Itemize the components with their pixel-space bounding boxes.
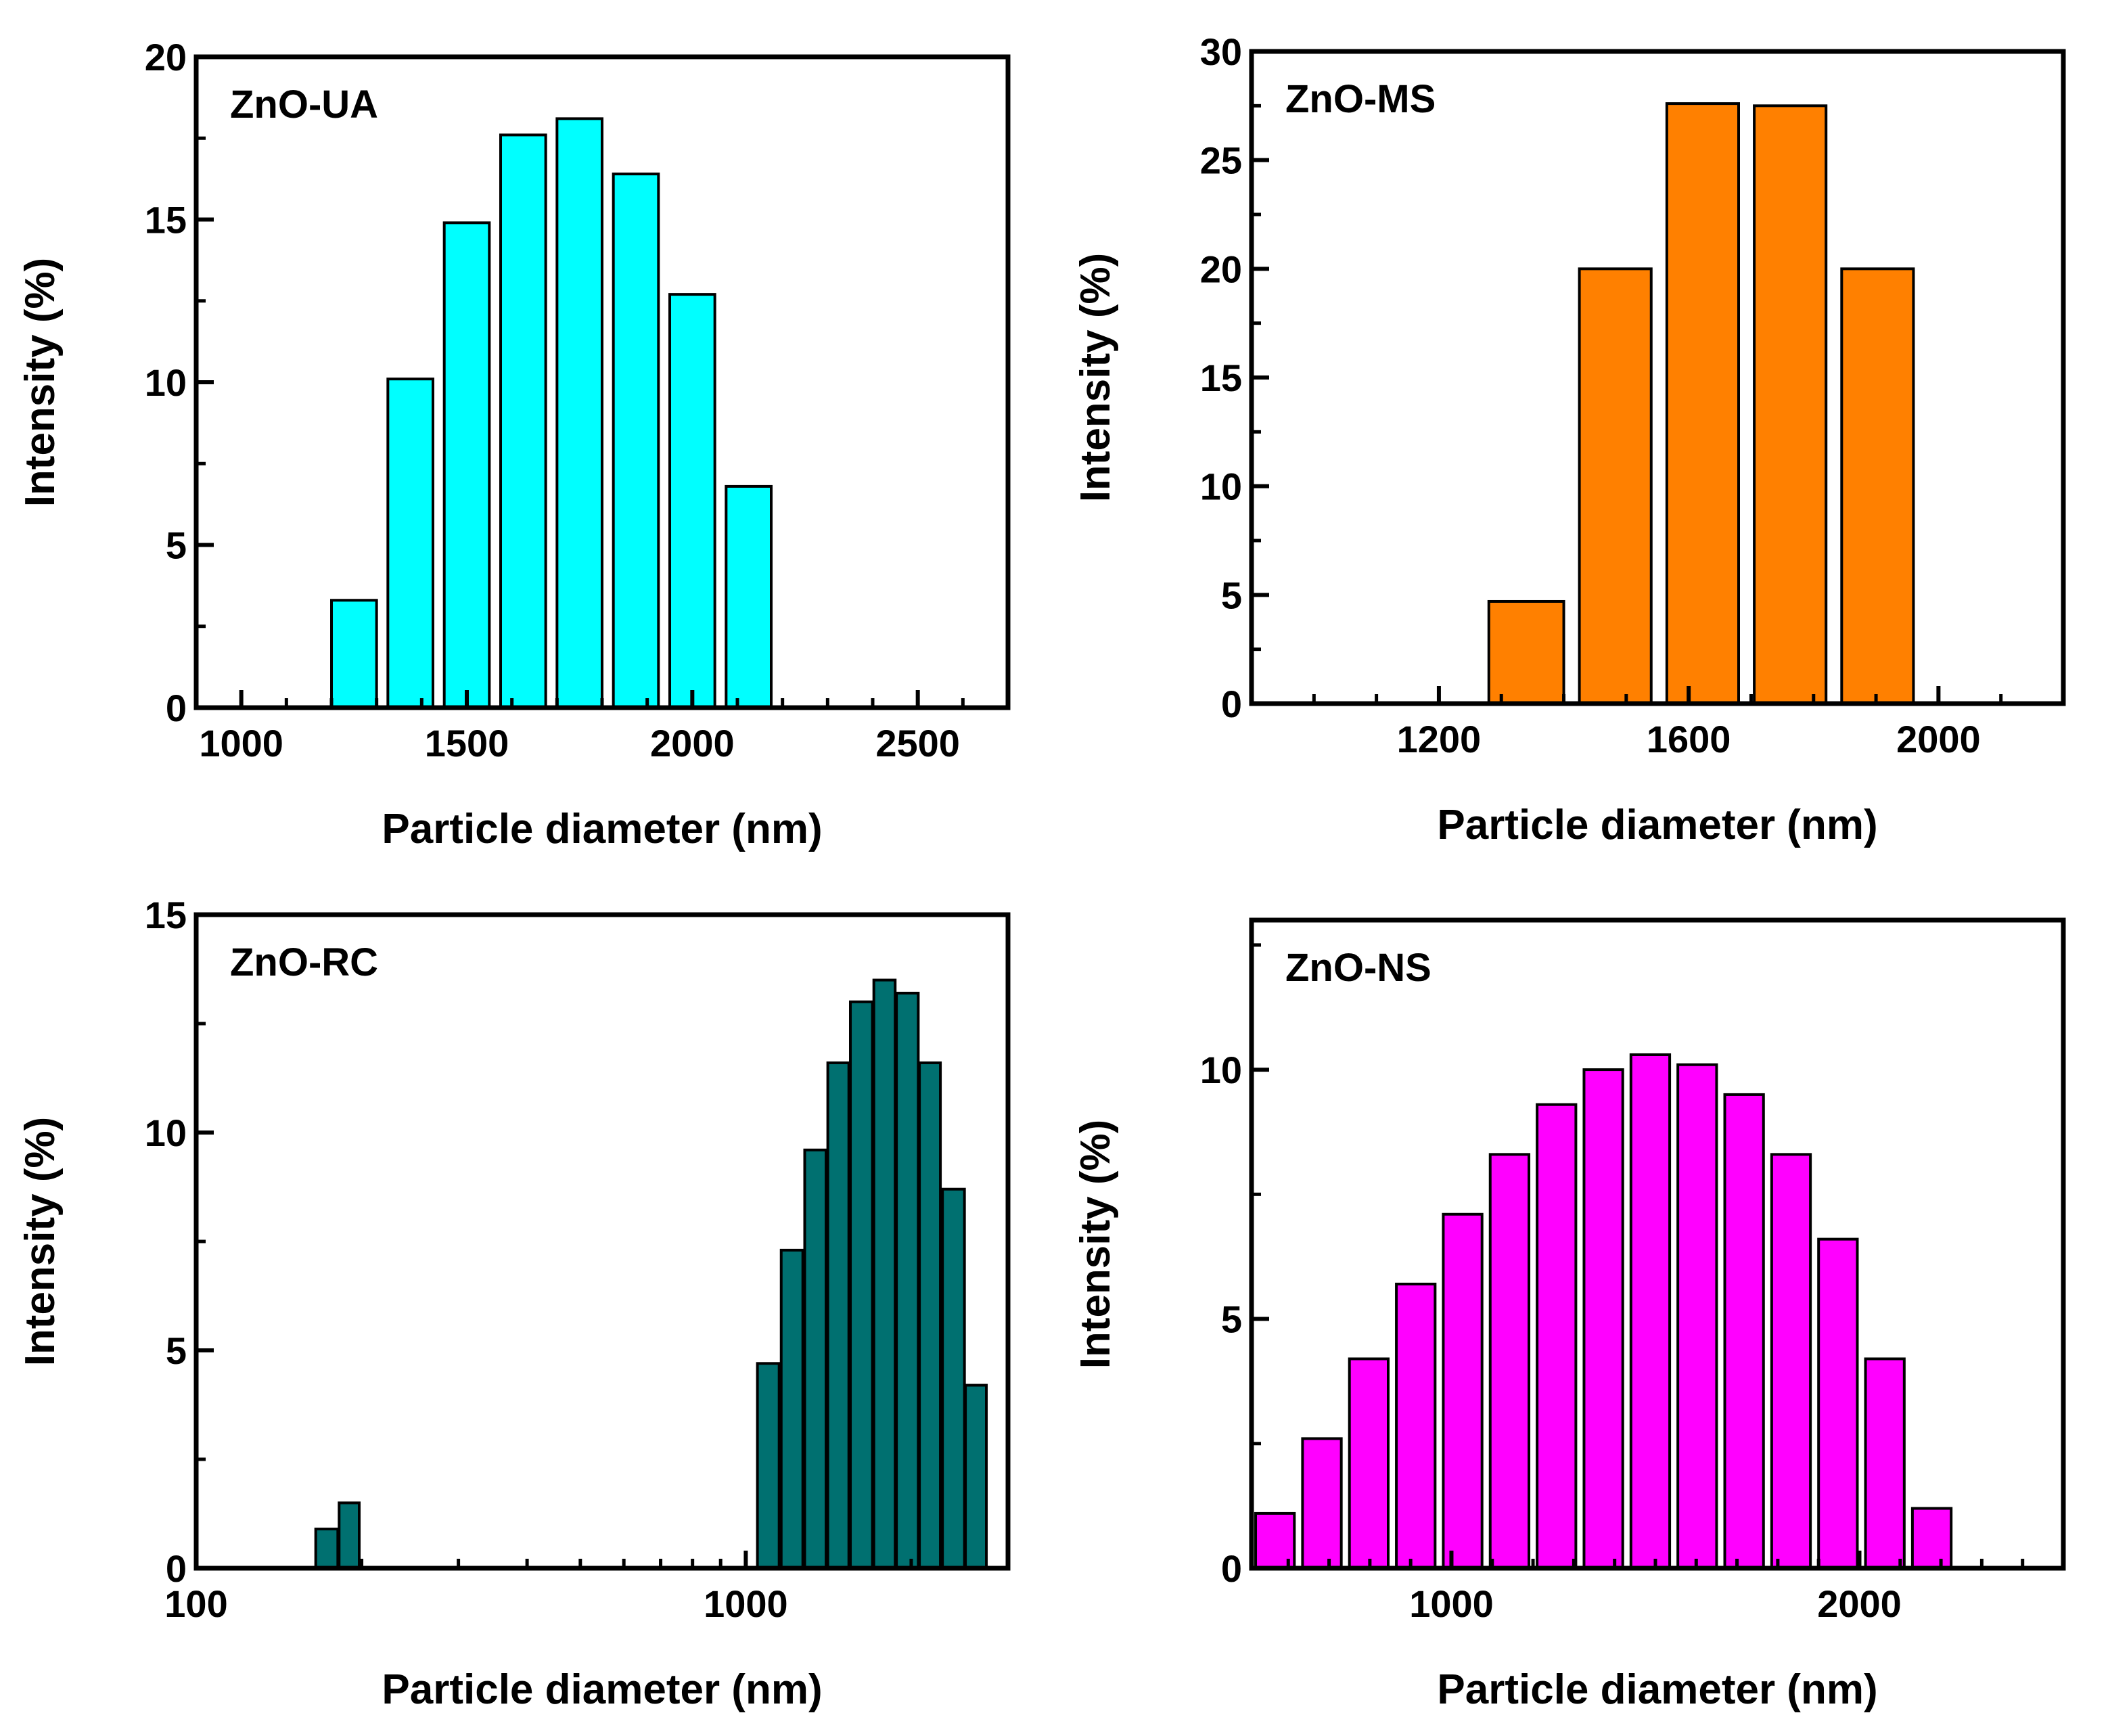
bar-5 — [803, 1148, 828, 1570]
bar-7 — [1536, 1103, 1578, 1570]
panel-label: ZnO-UA — [230, 83, 378, 127]
x-tick-label: 1200 — [1397, 718, 1482, 760]
panel-zno-rc: 0 5 10 15 100 1000 ZnO-RC Particle diameter (… — [17, 894, 1011, 1713]
bar-10 — [1676, 1063, 1718, 1570]
x-tick-label: 2000 — [1817, 1582, 1902, 1625]
bar-13 — [1817, 1237, 1859, 1570]
x-axis-title: Particle diameter (nm) — [1437, 802, 1877, 848]
x-tick-label: 1500 — [425, 722, 509, 764]
bar-8 — [872, 978, 897, 1570]
bar-2 — [338, 1501, 361, 1570]
bar-11 — [1723, 1093, 1765, 1570]
x-axis-title: Particle diameter (nm) — [1437, 1666, 1877, 1713]
x-tick-label: 1000 — [1409, 1582, 1494, 1625]
y-tick-label: 5 — [1221, 1298, 1242, 1341]
bar-6 — [826, 1061, 850, 1570]
y-tick-label: 10 — [145, 361, 187, 404]
bar-2 — [386, 378, 434, 709]
axis-frame — [1249, 917, 2066, 1571]
y-tick-label: 5 — [166, 524, 187, 567]
x-tick-label: 2000 — [1896, 718, 1981, 760]
y-tick-label: 20 — [145, 36, 187, 78]
bar-1 — [1487, 599, 1565, 705]
bar-5 — [555, 117, 603, 709]
x-tick-label: 2500 — [875, 722, 960, 764]
panel-label: ZnO-NS — [1285, 946, 1431, 990]
x-tick-label: 1600 — [1647, 718, 1731, 760]
bar-7 — [849, 1000, 874, 1570]
bar-3 — [756, 1362, 781, 1570]
x-axis-title: Particle diameter (nm) — [382, 806, 822, 852]
bar-11 — [941, 1187, 966, 1570]
bar-7 — [668, 293, 716, 709]
y-tick-label: 30 — [1200, 30, 1242, 73]
bar-9 — [1629, 1053, 1672, 1570]
bar-1 — [314, 1528, 340, 1570]
bar-2 — [1301, 1437, 1343, 1570]
bar-6 — [612, 173, 660, 710]
y-tick-label: 10 — [1200, 1049, 1242, 1091]
bar-14 — [1864, 1357, 1906, 1570]
x-tick-label: 1000 — [704, 1582, 788, 1625]
bars-group — [314, 978, 988, 1570]
bar-12 — [964, 1384, 988, 1570]
y-tick-label: 0 — [166, 1547, 187, 1590]
y-tick-label: 0 — [1221, 683, 1242, 725]
ticks-group: 0 5 10 15 100 1000 — [145, 894, 913, 1625]
bars-group — [1487, 102, 1915, 706]
ticks-group: 0 5 10 15 20 25 30 1200 1600 2000 — [1200, 30, 2003, 760]
bar-5 — [1840, 267, 1915, 706]
bar-3 — [1665, 102, 1741, 705]
y-tick-label: 5 — [166, 1329, 187, 1372]
bar-4 — [1395, 1282, 1437, 1570]
bar-8 — [1582, 1068, 1624, 1570]
panel-zno-ms: 0 5 10 15 20 25 30 1200 1600 2000 ZnO-MS Particle… — [1072, 30, 2066, 848]
bars-group — [330, 117, 773, 710]
panel-zno-ua: 0 5 10 15 20 1000 1500 2000 2500 ZnO-UA Particle… — [17, 36, 1011, 852]
y-tick-label: 15 — [1200, 357, 1242, 399]
bar-2 — [1578, 267, 1653, 706]
bar-3 — [442, 221, 491, 709]
panel-zno-ns: 0 5 10 1000 2000 ZnO-NS Particle diameter (n… — [1072, 917, 2066, 1713]
bar-3 — [1348, 1357, 1390, 1570]
bar-4 — [1753, 104, 1828, 706]
bar-4 — [779, 1248, 804, 1570]
bar-12 — [1770, 1153, 1812, 1570]
y-tick-label: 20 — [1200, 248, 1242, 290]
bar-5 — [1442, 1212, 1484, 1570]
x-tick-label: 2000 — [650, 722, 735, 764]
y-axis-title: Intensity (%) — [17, 258, 64, 507]
x-axis-title: Particle diameter (nm) — [382, 1666, 822, 1713]
ticks-group: 0 5 10 15 20 1000 1500 2000 2500 — [145, 36, 965, 764]
bar-4 — [499, 133, 547, 709]
y-tick-label: 15 — [145, 894, 187, 936]
axis-frame — [1249, 49, 2066, 706]
bar-6 — [1488, 1153, 1531, 1570]
x-tick-label: 1000 — [199, 722, 283, 764]
y-tick-label: 10 — [1200, 465, 1242, 508]
bar-1 — [330, 599, 378, 710]
y-tick-label: 0 — [1221, 1547, 1242, 1590]
y-axis-title: Intensity (%) — [1072, 1120, 1119, 1369]
bars-group — [1254, 1053, 1953, 1570]
bar-10 — [918, 1061, 942, 1570]
y-axis-title: Intensity (%) — [1072, 253, 1119, 503]
panel-label: ZnO-MS — [1285, 77, 1436, 121]
panel-label: ZnO-RC — [230, 940, 378, 984]
bar-8 — [725, 484, 773, 709]
y-tick-label: 0 — [166, 687, 187, 729]
y-tick-label: 5 — [1221, 574, 1242, 616]
y-tick-label: 10 — [145, 1112, 187, 1154]
y-axis-title: Intensity (%) — [17, 1117, 64, 1367]
y-tick-label: 25 — [1200, 139, 1242, 182]
x-tick-label: 100 — [164, 1582, 227, 1625]
ticks-group: 0 5 10 1000 2000 — [1200, 943, 2025, 1625]
bar-15 — [1910, 1507, 1953, 1570]
bar-9 — [895, 991, 920, 1570]
y-tick-label: 15 — [145, 199, 187, 242]
